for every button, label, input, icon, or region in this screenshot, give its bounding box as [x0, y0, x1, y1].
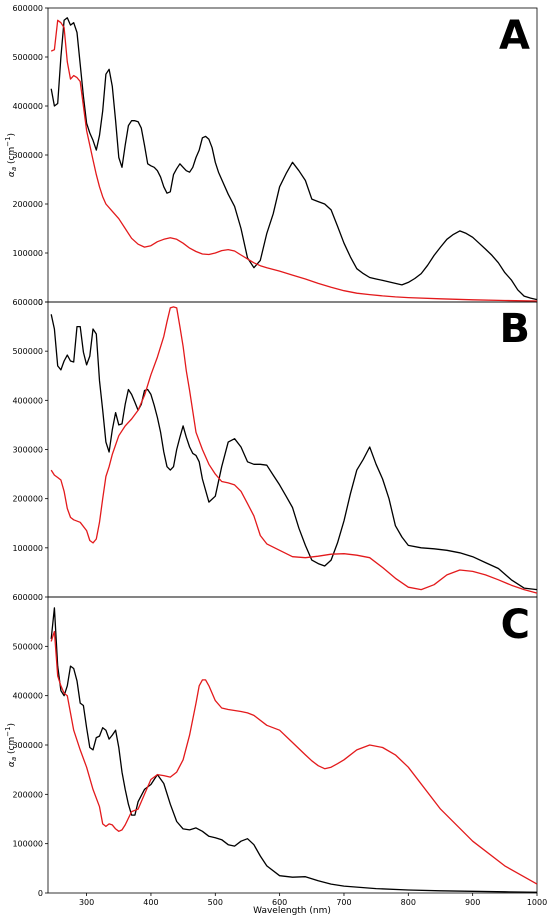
panel-c-series-red-line — [50, 630, 538, 885]
panel-a-series-black-line — [50, 17, 538, 301]
svg-text:αa (cm−1): αa (cm−1) — [4, 723, 18, 767]
panel-a-y-tick-label: 200000 — [12, 200, 43, 209]
panel-c-y-tick-label: 0 — [38, 889, 43, 898]
panel-a-y-tick-label: 500000 — [12, 53, 43, 62]
y-label-unit: (cm — [7, 147, 17, 167]
panel-c-label: C — [501, 602, 530, 648]
x-tick-label: 900 — [465, 898, 480, 907]
panel-b-series-red-line — [50, 306, 538, 594]
x-tick-label: 600 — [272, 898, 287, 907]
svg-text:αa (cm−1): αa (cm−1) — [4, 133, 18, 177]
y-label-exponent: −1 — [4, 136, 12, 146]
panel-b-y-tick-label: 600000 — [12, 298, 43, 307]
panel-a-y-tick-label: 0 — [38, 298, 43, 307]
y-label-close: ) — [7, 723, 17, 727]
x-tick-label: 500 — [208, 898, 223, 907]
panel-a: A 0100000200000300000400000500000600000 … — [4, 4, 538, 307]
panel-a-series-red-line — [50, 19, 538, 302]
panel-c-y-tick-label: 300000 — [12, 741, 43, 750]
y-label-close: ) — [7, 133, 17, 137]
panel-c-x-ticks: 300 400 500 600 700 800 900 1000 — [79, 893, 547, 907]
y-label-alpha: α — [7, 761, 17, 767]
panel-c-y-tick-label: 400000 — [12, 692, 43, 701]
y-label-alpha: α — [7, 171, 17, 177]
panel-b: B 100000 200000 300000 400000 500000 600000 — [12, 298, 538, 598]
panel-b-series-black-line — [50, 314, 538, 591]
x-tick-label: 1000 — [527, 898, 547, 907]
panel-b-label: B — [500, 306, 531, 352]
panel-b-frame — [47, 301, 538, 598]
y-label-unit: (cm — [7, 737, 17, 757]
panel-a-lines — [50, 17, 538, 302]
panel-c-y-ticks: 0 100000 200000 300000 400000 500000 600000 — [12, 593, 48, 898]
x-tick-label: 800 — [401, 898, 416, 907]
panel-a-y-tick-label: 600000 — [12, 4, 43, 13]
panel-b-lines — [50, 306, 538, 594]
panel-b-y-tick-label: 500000 — [12, 347, 43, 356]
panel-c-y-axis-label: αa (cm−1) — [4, 723, 18, 767]
panel-a-y-axis-label: αa (cm−1) — [4, 133, 18, 177]
panel-b-y-tick-label: 400000 — [12, 396, 43, 405]
panel-c-lines — [50, 607, 538, 893]
panel-a-y-tick-label: 100000 — [12, 249, 43, 258]
x-tick-label: 700 — [336, 898, 351, 907]
panel-a-label: A — [499, 13, 530, 59]
y-label-exponent: −1 — [4, 726, 12, 736]
panel-c-series-black-line — [50, 607, 538, 893]
panel-c-y-tick-label: 600000 — [12, 593, 43, 602]
panel-c: C 0100000200000300000400000500000600000 … — [4, 593, 547, 916]
panel-a-y-ticks: 0 100000 200000 300000 400000 500000 600000 — [12, 4, 48, 307]
panel-c-y-tick-label: 200000 — [12, 790, 43, 799]
panel-a-y-tick-label: 300000 — [12, 151, 43, 160]
panel-b-y-tick-label: 100000 — [12, 544, 43, 553]
x-tick-label: 400 — [143, 898, 158, 907]
y-label-subscript: a — [10, 167, 18, 171]
panel-b-y-ticks: 100000 200000 300000 400000 500000 600000 — [12, 298, 48, 553]
panel-b-y-tick-label: 200000 — [12, 495, 43, 504]
x-axis-label: Wavelength (nm) — [253, 906, 331, 916]
panel-c-frame — [47, 596, 538, 894]
panel-c-y-tick-label: 100000 — [12, 840, 43, 849]
y-label-subscript: a — [10, 757, 18, 761]
panel-a-frame — [47, 7, 538, 303]
x-tick-label: 300 — [79, 898, 94, 907]
panel-b-y-tick-label: 300000 — [12, 446, 43, 455]
panel-a-y-tick-label: 400000 — [12, 102, 43, 111]
panel-c-y-tick-label: 500000 — [12, 642, 43, 651]
